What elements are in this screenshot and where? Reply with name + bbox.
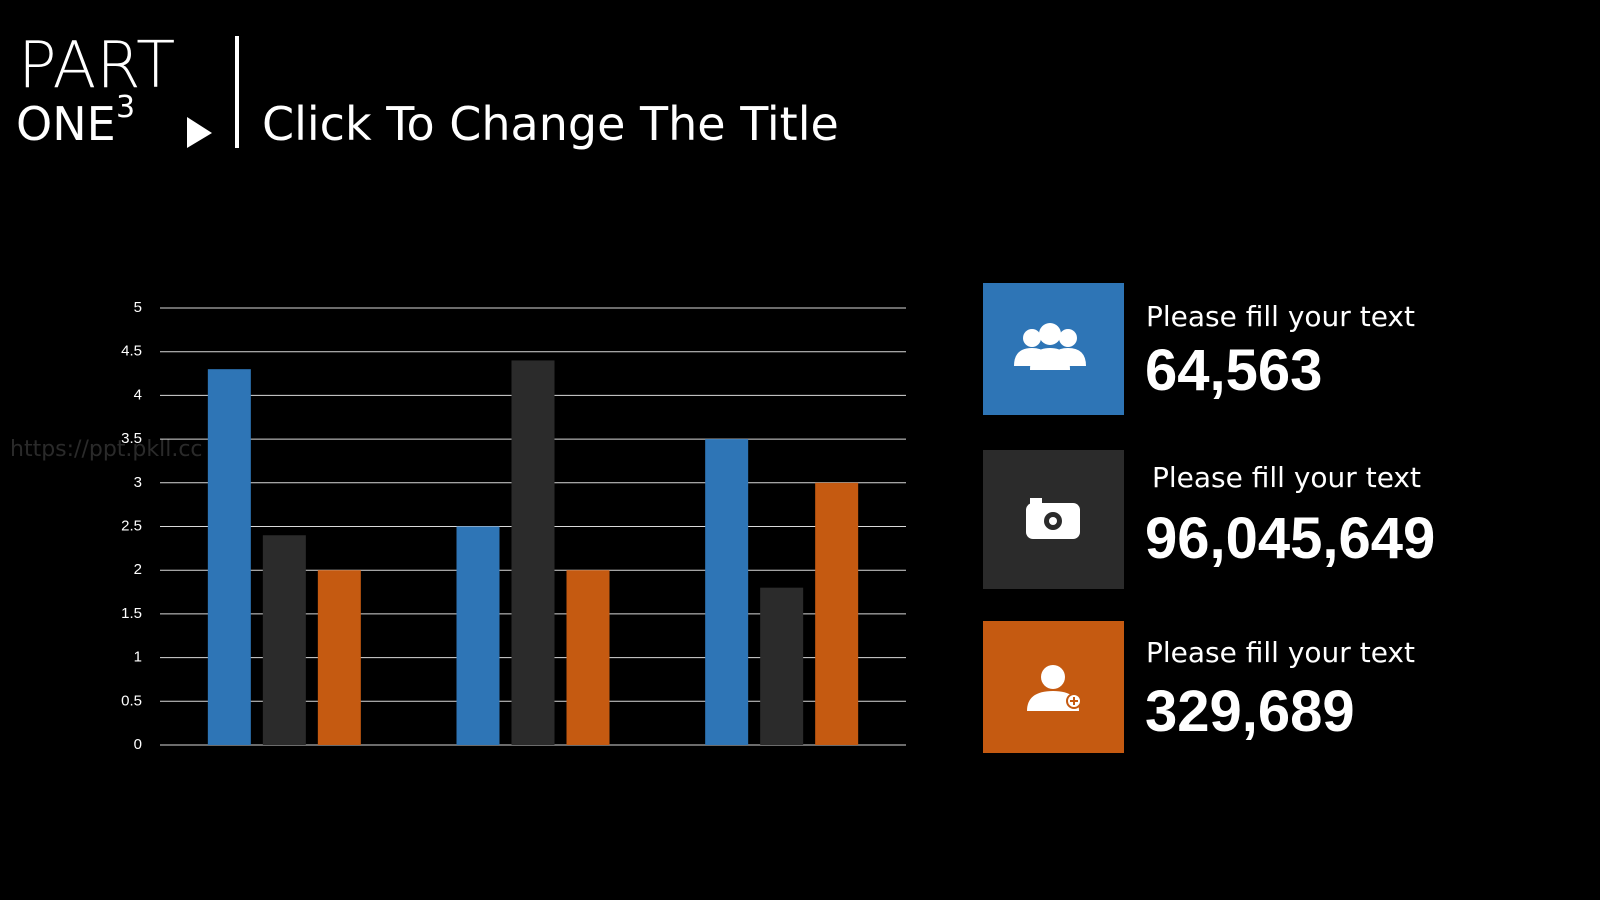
people-icon — [1014, 323, 1086, 370]
one-label: ONE — [16, 97, 116, 151]
part-label: PART — [18, 29, 175, 103]
bar — [207, 369, 251, 745]
stat-value: 64,563 — [1145, 338, 1322, 403]
y-tick-label: 0 — [134, 736, 142, 753]
bar-chart: 0 0.5 1 1.5 2 2.5 3 3.5 4 4.5 5 — [121, 299, 906, 753]
stat-label: Please fill your text — [1146, 300, 1415, 333]
bar — [456, 526, 500, 745]
slide-title[interactable]: Click To Change The Title — [262, 97, 839, 151]
watermark: https://ppt.pkll.cc — [10, 437, 203, 462]
bar — [705, 439, 749, 745]
arrow-icon — [187, 117, 212, 148]
bar — [566, 570, 610, 745]
stat-value: 96,045,649 — [1145, 506, 1435, 571]
y-tick-label: 1 — [134, 649, 142, 666]
y-tick-label: 1.5 — [121, 605, 142, 622]
y-tick-label: 0.5 — [121, 692, 142, 709]
part-number: 3 — [116, 90, 135, 125]
bar — [317, 570, 361, 745]
camera-icon — [1026, 498, 1080, 539]
y-tick-label: 3 — [134, 474, 142, 491]
bar — [760, 587, 804, 745]
divider — [235, 36, 239, 148]
stat-value: 329,689 — [1145, 679, 1355, 744]
add-user-icon — [1027, 665, 1082, 711]
y-tick-label: 3.5 — [121, 430, 142, 447]
bar — [511, 360, 555, 745]
y-tick-label: 2.5 — [121, 517, 142, 534]
bar — [815, 482, 859, 745]
y-tick-label: 4 — [134, 386, 142, 403]
bar — [262, 535, 306, 745]
stat-label: Please fill your text — [1152, 461, 1421, 494]
y-tick-label: 4.5 — [121, 343, 142, 360]
y-tick-label: 5 — [134, 299, 142, 316]
y-tick-label: 2 — [134, 561, 142, 578]
stat-label: Please fill your text — [1146, 636, 1415, 669]
